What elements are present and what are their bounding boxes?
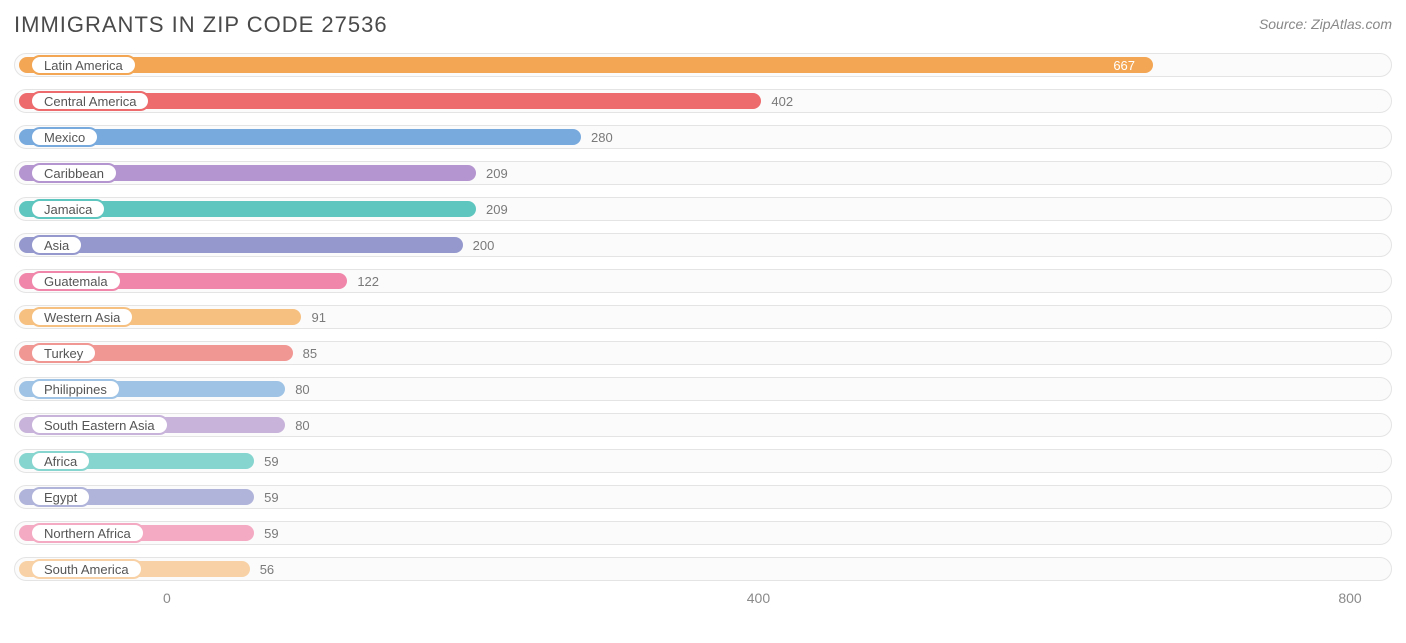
bar-category-pill: Guatemala [30,271,122,291]
bar-category-pill: Jamaica [30,199,106,219]
bar-category-pill: Asia [30,235,83,255]
bar-row: Central America 402 [14,86,1392,116]
bar-row: South Eastern Asia 80 [14,410,1392,440]
x-axis-tick: 0 [163,590,171,606]
bar-value-label: 402 [771,93,793,109]
bar-row: Jamaica 209 [14,194,1392,224]
x-axis-tick: 800 [1338,590,1361,606]
bar-fill [19,129,581,145]
bar-value-label: 59 [264,489,278,505]
bar-row: Guatemala 122 [14,266,1392,296]
bar-value-label: 200 [473,237,495,253]
bar-category-pill: South America [30,559,143,579]
bar-category-pill: Northern Africa [30,523,145,543]
bar-row: Turkey 85 [14,338,1392,368]
bar-category-pill: Mexico [30,127,99,147]
bar-fill [19,237,463,253]
bar-category-pill: Latin America [30,55,137,75]
bar-row: Asia 200 [14,230,1392,260]
chart-container: IMMIGRANTS IN ZIP CODE 27536 Source: Zip… [0,0,1406,643]
bar-category-pill: Egypt [30,487,91,507]
bar-row: Western Asia 91 [14,302,1392,332]
bar-category-pill: Turkey [30,343,97,363]
bar-category-pill: Western Asia [30,307,134,327]
bar-row: Philippines 80 [14,374,1392,404]
x-axis: 0 400 800 [14,590,1392,620]
bar-value-label: 59 [264,525,278,541]
chart-area: Latin America 667 Central America 402 Mexico… [14,50,1392,620]
bar-value-label: 667 [1113,57,1135,73]
x-axis-tick: 400 [747,590,770,606]
bar-row: Latin America 667 [14,50,1392,80]
bar-row: Northern Africa 59 [14,518,1392,548]
bar-row: Africa 59 [14,446,1392,476]
chart-source: Source: ZipAtlas.com [1259,16,1392,32]
bar-row: South America 56 [14,554,1392,584]
bar-category-pill: Central America [30,91,150,111]
bar-value-label: 122 [357,273,379,289]
bar-value-label: 80 [295,381,309,397]
bar-fill [19,57,1153,73]
chart-title: IMMIGRANTS IN ZIP CODE 27536 [14,12,388,38]
bar-value-label: 209 [486,201,508,217]
bar-category-pill: Africa [30,451,91,471]
bar-row: Caribbean 209 [14,158,1392,188]
bar-value-label: 91 [311,309,325,325]
bar-value-label: 209 [486,165,508,181]
bar-value-label: 59 [264,453,278,469]
bar-category-pill: Caribbean [30,163,118,183]
bar-row: Mexico 280 [14,122,1392,152]
bar-row: Egypt 59 [14,482,1392,512]
bar-category-pill: South Eastern Asia [30,415,169,435]
bar-value-label: 80 [295,417,309,433]
chart-header: IMMIGRANTS IN ZIP CODE 27536 Source: Zip… [14,12,1392,38]
bar-value-label: 56 [260,561,274,577]
bar-value-label: 85 [303,345,317,361]
bar-category-pill: Philippines [30,379,121,399]
bar-value-label: 280 [591,129,613,145]
